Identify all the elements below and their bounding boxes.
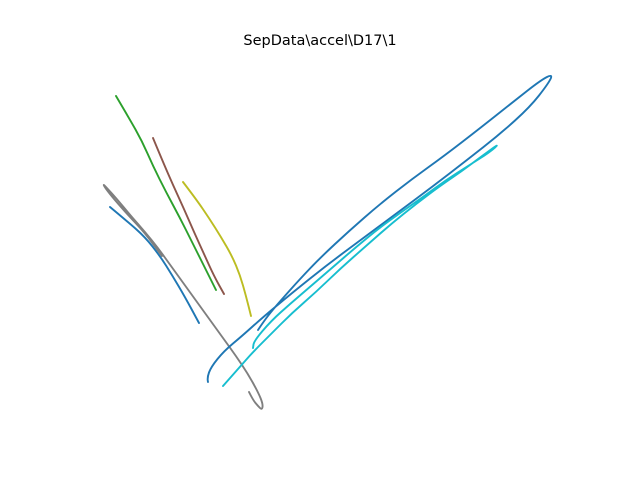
- series-line-3: [152, 137, 225, 295]
- series-line-1: [109, 206, 200, 324]
- series-line-5: [102, 183, 264, 410]
- series-line-4: [182, 181, 252, 317]
- chart-title: SepData\accel\D17\1: [243, 33, 397, 49]
- series-line-2: [115, 95, 217, 291]
- series-line-6: [206, 74, 553, 383]
- series-line-7: [222, 144, 498, 387]
